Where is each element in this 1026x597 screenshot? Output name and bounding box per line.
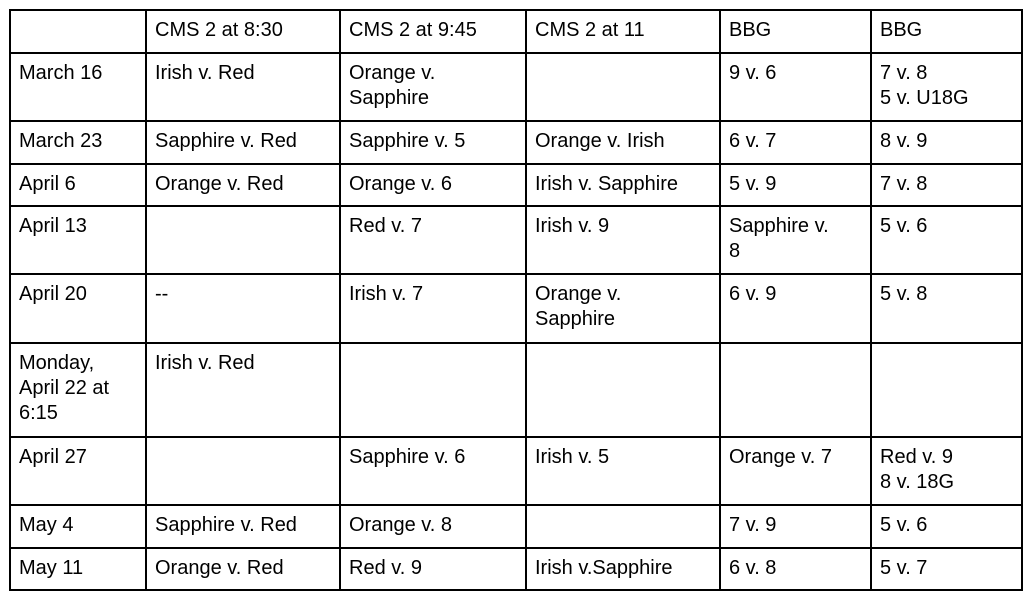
game-cell: Irish v.Sapphire [525, 547, 721, 591]
header-row: CMS 2 at 8:30 CMS 2 at 9:45 CMS 2 at 11 BBG… [9, 9, 1023, 54]
game-cell: Sapphire v. Red [145, 504, 341, 549]
game-cell: Irish v. Red [145, 52, 341, 122]
game-cell [870, 342, 1023, 438]
game-cell: -- [145, 273, 341, 344]
game-cell: 5 v. 7 [870, 547, 1023, 591]
game-cell [525, 52, 721, 122]
game-cell: Orange v. Irish [525, 120, 721, 165]
table-row: Monday, April 22 at 6:15 Irish v. Red [9, 342, 1023, 438]
game-cell: 6 v. 8 [719, 547, 872, 591]
game-cell: 8 v. 9 [870, 120, 1023, 165]
game-cell: 7 v. 8 [870, 163, 1023, 207]
game-cell: 9 v. 6 [719, 52, 872, 122]
game-cell [525, 504, 721, 549]
date-cell: April 13 [9, 205, 147, 275]
game-cell: Sapphire v. 6 [339, 436, 527, 506]
schedule-table: CMS 2 at 8:30 CMS 2 at 9:45 CMS 2 at 11 BBG… [9, 9, 1023, 591]
game-cell [719, 342, 872, 438]
game-cell: Irish v. 9 [525, 205, 721, 275]
game-cell: Irish v. 7 [339, 273, 527, 344]
game-cell: 5 v. 6 [870, 504, 1023, 549]
game-cell: Orange v. 7 [719, 436, 872, 506]
game-cell: 5 v. 9 [719, 163, 872, 207]
column-header: CMS 2 at 11 [525, 9, 721, 54]
table-row: April 20 -- Irish v. 7 Orange v. Sapphire 6… [9, 273, 1023, 344]
game-cell: Sapphire v. Red [145, 120, 341, 165]
date-cell: April 6 [9, 163, 147, 207]
game-cell: Orange v. Red [145, 163, 341, 207]
game-cell: Red v. 9 8 v. 18G [870, 436, 1023, 506]
game-cell: Orange v. 6 [339, 163, 527, 207]
date-cell: Monday, April 22 at 6:15 [9, 342, 147, 438]
game-cell [525, 342, 721, 438]
game-cell: Red v. 9 [339, 547, 527, 591]
column-header: BBG [719, 9, 872, 54]
table-row: May 11 Orange v. Red Red v. 9 Irish v.Sapph… [9, 547, 1023, 591]
game-cell: Orange v. Sapphire [339, 52, 527, 122]
game-cell: Sapphire v. 5 [339, 120, 527, 165]
game-cell: 6 v. 9 [719, 273, 872, 344]
game-cell: Irish v. 5 [525, 436, 721, 506]
date-cell: March 23 [9, 120, 147, 165]
date-cell: May 4 [9, 504, 147, 549]
date-cell: March 16 [9, 52, 147, 122]
column-header: CMS 2 at 9:45 [339, 9, 527, 54]
game-cell: 5 v. 8 [870, 273, 1023, 344]
column-header [9, 9, 147, 54]
date-cell: April 20 [9, 273, 147, 344]
table-row: April 27 Sapphire v. 6 Irish v. 5 Orange v.… [9, 436, 1023, 506]
game-cell [145, 205, 341, 275]
column-header: BBG [870, 9, 1023, 54]
game-cell [145, 436, 341, 506]
table-row: March 23 Sapphire v. Red Sapphire v. 5 Oran… [9, 120, 1023, 165]
game-cell: Red v. 7 [339, 205, 527, 275]
date-cell: April 27 [9, 436, 147, 506]
game-cell: 5 v. 6 [870, 205, 1023, 275]
game-cell: Irish v. Sapphire [525, 163, 721, 207]
game-cell: Irish v. Red [145, 342, 341, 438]
game-cell [339, 342, 527, 438]
table-row: April 6 Orange v. Red Orange v. 6 Irish v. … [9, 163, 1023, 207]
date-cell: May 11 [9, 547, 147, 591]
game-cell: Orange v. Red [145, 547, 341, 591]
game-cell: 6 v. 7 [719, 120, 872, 165]
column-header: CMS 2 at 8:30 [145, 9, 341, 54]
game-cell: 7 v. 9 [719, 504, 872, 549]
table-row: March 16 Irish v. Red Orange v. Sapphire 9 … [9, 52, 1023, 122]
game-cell: Orange v. Sapphire [525, 273, 721, 344]
game-cell: Orange v. 8 [339, 504, 527, 549]
game-cell: 7 v. 8 5 v. U18G [870, 52, 1023, 122]
game-cell: Sapphire v. 8 [719, 205, 872, 275]
